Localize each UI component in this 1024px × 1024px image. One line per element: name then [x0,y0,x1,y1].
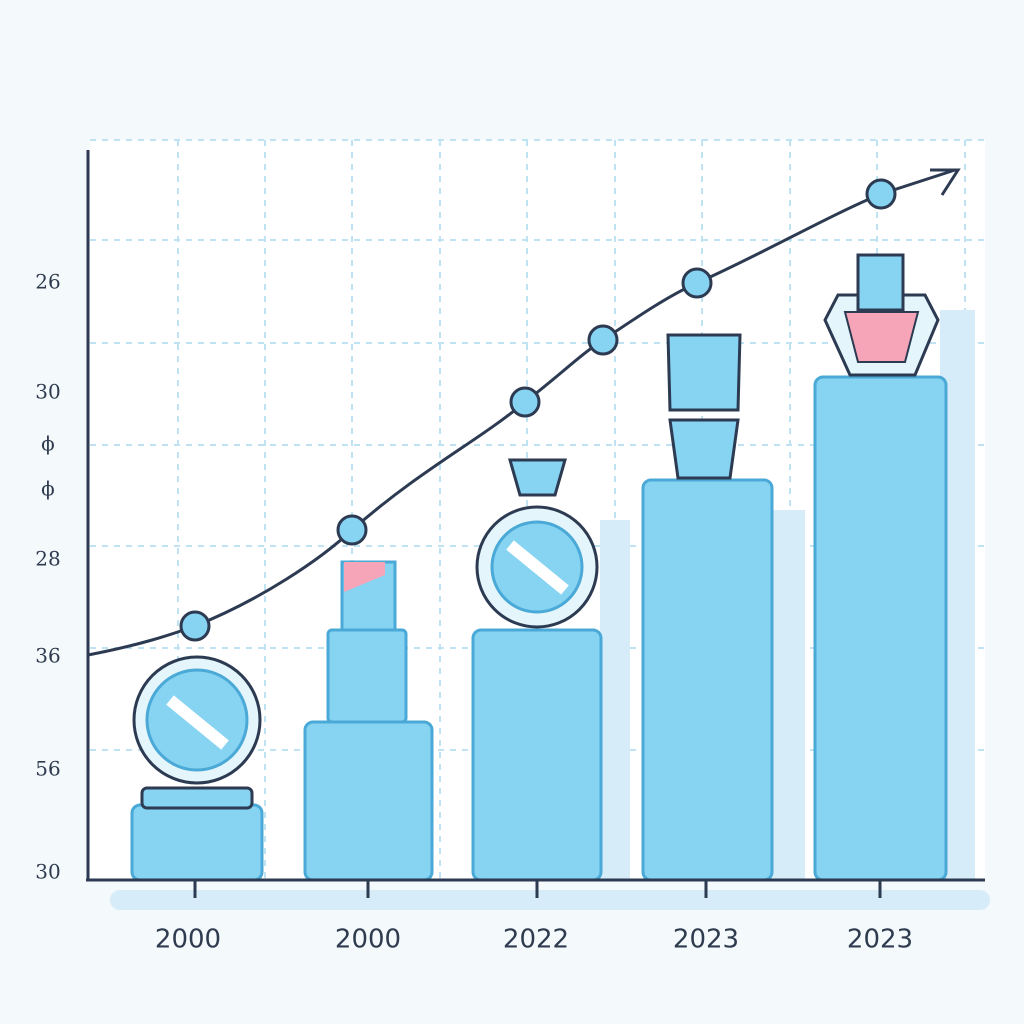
y-label: 28 [35,547,60,571]
x-label: 2023 [673,925,739,955]
x-label: 2023 [847,925,913,955]
bar-bottle [471,458,603,882]
y-axis-labels: 26 30 ϕ ϕ 28 36 56 30 [35,270,60,884]
y-label: 56 [35,757,60,781]
y-label: 36 [35,644,60,668]
x-label: 2000 [155,925,221,955]
y-label: ϕ [41,477,55,501]
x-label: 2000 [335,925,401,955]
bar-shadows [110,310,990,910]
y-label: 26 [35,270,60,294]
y-label: ϕ [41,432,55,456]
x-axis-labels: 2000 2000 2022 2023 2023 [155,925,913,955]
bar-lipstick [303,560,434,882]
y-label: 30 [35,860,60,884]
bar-compact [130,655,264,882]
axes [86,150,985,898]
trend-line [87,168,961,657]
bar-perfume [813,253,948,882]
bar-tube [641,333,774,882]
x-label: 2022 [503,925,569,955]
y-label: 30 [35,380,60,404]
